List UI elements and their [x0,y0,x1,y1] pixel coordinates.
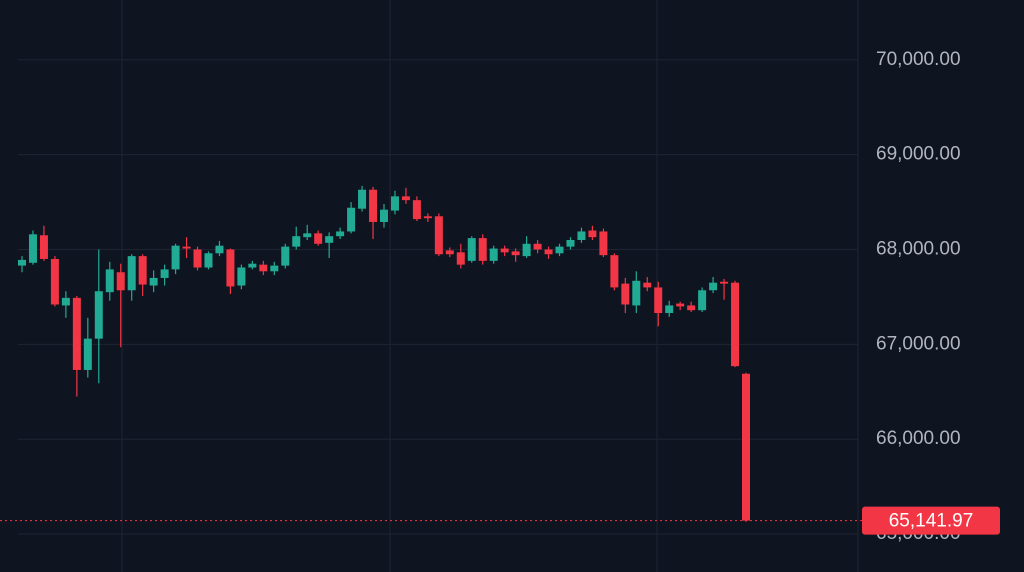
y-tick-label: 69,000.00 [876,144,961,165]
candle-body [160,269,169,278]
candle-body [369,189,378,222]
y-tick-label: 67,000.00 [876,333,961,354]
candle-body [292,236,301,247]
candle-body [94,291,103,339]
candle-body [72,297,81,370]
candle-body [522,243,531,257]
candle-body [731,282,740,367]
candle-body [632,280,641,306]
candle-body [171,245,180,270]
candle-body [204,253,213,268]
candle-body [401,196,410,201]
candle-body [500,248,509,253]
candle-body [259,264,268,272]
candle-body [314,233,323,244]
candle-body [193,249,202,268]
candle-body [61,297,70,306]
candle-body [423,216,432,219]
candle-body [390,196,399,211]
candle-body [39,235,48,259]
candle-body [720,281,729,284]
candle-body [127,256,136,291]
candle-body [687,305,696,311]
candle-body [215,245,224,254]
candle-body [742,373,750,521]
candle-body [248,263,257,268]
candle-body [511,251,520,256]
candle-body [467,238,476,261]
candle-body [577,231,586,240]
candle-body [643,282,652,288]
candle-body [380,209,388,222]
candle-body [610,255,619,288]
candle-body [226,249,235,287]
candle-body [478,238,487,261]
candle-body [709,282,718,291]
candle-body [50,258,59,305]
y-tick-label: 70,000.00 [876,49,961,70]
last-price-label: 65,141.97 [889,511,974,532]
y-tick-label: 68,000.00 [876,238,961,259]
candle-body [533,243,542,250]
candle-body [698,290,707,311]
candle-body [676,303,685,307]
candle-body [237,267,246,286]
candle-body [138,256,147,285]
candle-body [358,189,367,209]
candle-body [28,234,37,263]
candle-body [83,338,92,370]
candle-body [116,272,125,291]
candle-body [654,287,663,314]
candle-body [489,248,498,261]
candle-body [588,230,597,238]
candle-body [555,246,564,254]
candle-body [445,250,454,255]
candle-body [303,233,312,238]
candle-body [182,246,191,249]
last-price-box [862,506,1000,535]
candle-body [325,236,334,243]
candle-body [566,239,575,247]
candle-body [105,269,114,293]
candle-body [621,283,630,305]
candle-body [434,216,443,255]
candle-body [18,259,26,266]
candle-body [270,265,279,272]
candle-body [281,246,290,266]
candle-body [544,249,553,255]
candle-body [599,231,608,256]
y-tick-label: 66,000.00 [876,428,961,449]
candle-body [456,252,465,265]
candle-body [336,231,345,237]
candle-body [412,200,421,220]
candle-body [149,277,158,286]
candle-body [665,305,674,314]
candle-body [347,207,356,232]
